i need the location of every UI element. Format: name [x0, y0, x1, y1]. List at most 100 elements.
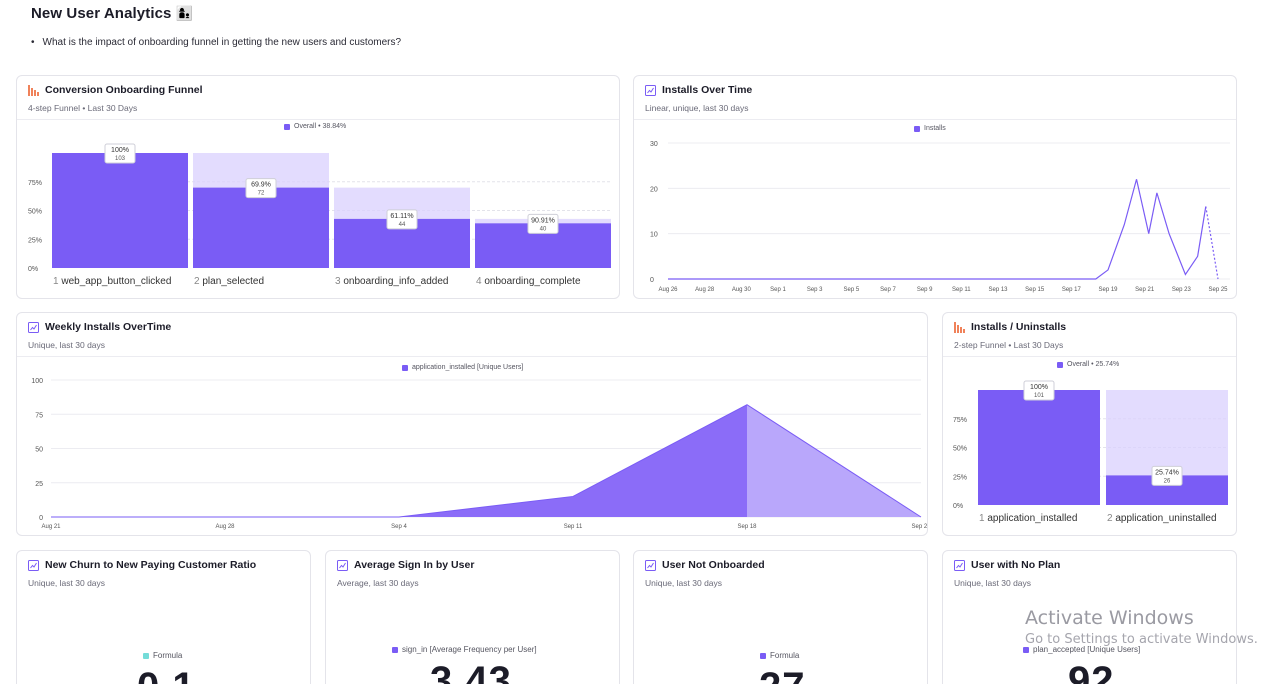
y-tick-label: 50 [35, 447, 43, 454]
data-label-count: 44 [399, 222, 406, 228]
line-chart-icon [28, 321, 39, 333]
page-question: What is the impact of onboarding funnel … [31, 37, 402, 48]
legend-label: Formula [770, 651, 800, 660]
data-label-box [104, 143, 136, 164]
metric-legend: Formula [143, 651, 182, 660]
x-tick-label: Aug 28 [695, 287, 715, 293]
x-tick-label: Sep 25 [1208, 287, 1228, 293]
legend-label: Installs [924, 125, 946, 132]
funnel-bar [193, 187, 329, 268]
x-tick-label: Sep 4 [391, 524, 407, 530]
card-title: Average Sign In by User [354, 559, 475, 571]
step-label: 2 plan_selected [194, 276, 264, 287]
x-tick-label: Sep 7 [880, 287, 896, 293]
x-tick-label: Sep 17 [1062, 287, 1082, 293]
divider [17, 356, 927, 357]
chart-legend: application_installed [Unique Users] [402, 364, 523, 371]
page-title-text: New User Analytics [31, 5, 172, 22]
card-title: Weekly Installs OverTime [45, 321, 172, 333]
metric-legend: plan_accepted [Unique Users] [1023, 645, 1140, 654]
data-label-count: 72 [258, 191, 265, 197]
card-subtitle: Average, last 30 days [337, 578, 419, 588]
data-label-box [1151, 465, 1183, 486]
funnel-bars-icon [28, 84, 39, 96]
divider [634, 119, 1236, 120]
area-series [51, 404, 747, 517]
series-line-installs [668, 179, 1207, 280]
metric-card-average-sign-in[interactable]: Average Sign In by User Average, last 30… [325, 550, 620, 684]
x-tick-label: Sep 13 [988, 287, 1008, 293]
y-tick-label: 75 [35, 412, 43, 419]
metric-value: 27 [759, 665, 806, 684]
metric-card-churn-ratio[interactable]: New Churn to New Paying Customer Ratio U… [16, 550, 311, 684]
y-tick-label: 100 [31, 378, 43, 385]
uninstalls-funnel-chart: 75% 50% 25% 0% 100% 101 1 application_installe… [953, 380, 1228, 524]
legend-swatch [1057, 361, 1063, 368]
watermark-subtitle: Go to Settings to activate Windows. [1025, 632, 1258, 647]
data-label-pct: 100% [1030, 384, 1048, 391]
legend-swatch [760, 652, 766, 659]
data-label-pct: 90.91% [531, 217, 555, 224]
y-tick-label: 75% [953, 417, 967, 424]
metric-legend: sign_in [Average Frequency per User] [392, 645, 537, 654]
divider [17, 119, 619, 120]
step-number: 2 [1107, 513, 1115, 524]
data-label-count: 40 [540, 226, 547, 232]
data-label-count: 103 [115, 156, 126, 162]
legend-label: Formula [153, 651, 183, 660]
y-tick-label: 0 [650, 277, 654, 284]
step-number: 4 [476, 276, 484, 287]
uninstalls-card[interactable]: Installs / Uninstalls 2-step Funnel • La… [942, 312, 1237, 536]
x-tick-label: Sep 11 [952, 287, 971, 293]
step-label: 3 onboarding_info_added [335, 276, 448, 287]
x-tick-label: Sep 21 [1135, 287, 1155, 293]
legend-swatch [914, 125, 920, 132]
step-number: 1 [979, 513, 987, 524]
metric-legend: Formula [760, 651, 799, 660]
line-chart-icon [645, 559, 656, 571]
data-label-box [386, 209, 418, 230]
data-label-pct: 100% [111, 147, 129, 154]
x-tick-label: Sep 1 [770, 287, 786, 293]
line-chart-icon [954, 559, 965, 571]
x-tick-label: Aug 28 [215, 524, 235, 530]
step-name: web_app_button_clicked [60, 276, 171, 287]
card-subtitle: 2-step Funnel • Last 30 Days [954, 340, 1064, 350]
x-tick-label: Sep 15 [1025, 287, 1045, 293]
step-label: 4 onboarding_complete [476, 276, 581, 287]
step-name: application_uninstalled [1115, 513, 1216, 524]
x-tick-label: Sep 25 [911, 524, 928, 530]
y-tick-label: 50% [28, 209, 42, 216]
data-label-count: 26 [1164, 478, 1171, 484]
x-tick-label: Sep 18 [737, 524, 757, 530]
card-subtitle: Unique, last 30 days [28, 340, 106, 350]
step-name: onboarding_info_added [343, 276, 448, 287]
step-name: application_installed [987, 513, 1077, 524]
weekly-card[interactable]: Weekly Installs OverTime Unique, last 30… [16, 312, 928, 536]
metric-card-user-no-plan[interactable]: User with No Plan Unique, last 30 days p… [942, 550, 1237, 684]
legend-label: plan_accepted [Unique Users] [1033, 645, 1141, 654]
metric-value: 92 [1068, 659, 1115, 684]
card-title: New Churn to New Paying Customer Ratio [45, 559, 257, 571]
metric-card-user-not-onboarded[interactable]: User Not Onboarded Unique, last 30 days … [633, 550, 928, 684]
divider [943, 356, 1236, 357]
weekly-area-chart: 0 25 50 75 100 Aug 21 Aug 28 Sep 4 Sep 11 Sep 18 S… [31, 378, 928, 530]
legend-swatch [402, 364, 408, 371]
line-chart-icon [28, 559, 39, 571]
step-label: 1 application_installed [979, 513, 1077, 524]
legend-swatch [284, 123, 290, 130]
area-series-line [51, 404, 922, 518]
funnel-card[interactable]: Conversion Onboarding Funnel 4-step Funn… [16, 75, 620, 299]
people-emoji-icon: 👩‍👦 [175, 6, 194, 22]
card-title: User Not Onboarded [662, 559, 765, 571]
y-tick-label: 10 [650, 232, 658, 239]
data-label-count: 101 [1034, 393, 1045, 399]
line-chart-icon [337, 559, 348, 571]
installs-card[interactable]: Installs Over Time Linear, unique, last … [633, 75, 1237, 299]
step-number: 2 [194, 276, 202, 287]
x-tick-label: Sep 9 [917, 287, 933, 293]
card-subtitle: Linear, unique, last 30 days [645, 103, 749, 113]
funnel-bar [978, 390, 1100, 505]
card-title: Installs Over Time [662, 84, 753, 96]
chart-legend: Installs [914, 125, 946, 132]
